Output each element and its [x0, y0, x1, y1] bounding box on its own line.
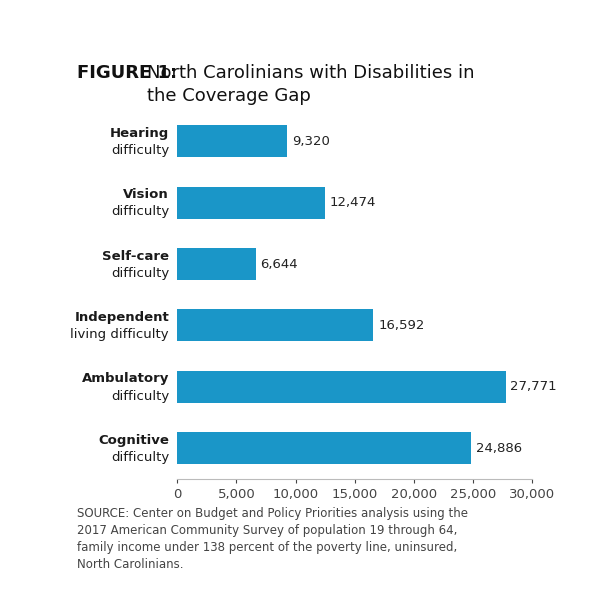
Text: Ambulatory: Ambulatory: [82, 372, 169, 386]
Text: difficulty: difficulty: [111, 389, 169, 403]
Text: difficulty: difficulty: [111, 205, 169, 219]
Text: Vision: Vision: [124, 188, 169, 201]
Text: FIGURE 1:: FIGURE 1:: [77, 64, 177, 82]
Text: 9,320: 9,320: [292, 134, 330, 148]
Text: Hearing: Hearing: [110, 126, 169, 140]
Bar: [177, 432, 472, 464]
Text: 6,644: 6,644: [261, 257, 298, 271]
Bar: [177, 248, 256, 280]
Bar: [177, 371, 505, 403]
Text: difficulty: difficulty: [111, 451, 169, 464]
Text: Self-care: Self-care: [102, 249, 169, 263]
Bar: [177, 309, 374, 341]
Text: living difficulty: living difficulty: [70, 328, 169, 341]
Text: difficulty: difficulty: [111, 266, 169, 280]
Text: Independent: Independent: [74, 311, 169, 324]
Text: 27,771: 27,771: [510, 380, 557, 394]
Bar: [177, 125, 287, 157]
Text: SOURCE: Center on Budget and Policy Priorities analysis using the
2017 American : SOURCE: Center on Budget and Policy Prio…: [77, 507, 468, 570]
Text: Cognitive: Cognitive: [98, 433, 169, 447]
Text: North Carolinians with Disabilities in
the Coverage Gap: North Carolinians with Disabilities in t…: [147, 64, 474, 104]
Text: 16,592: 16,592: [378, 319, 424, 332]
Bar: [177, 187, 324, 219]
Text: 24,886: 24,886: [476, 441, 522, 455]
Text: 12,474: 12,474: [329, 196, 376, 209]
Text: difficulty: difficulty: [111, 144, 169, 157]
